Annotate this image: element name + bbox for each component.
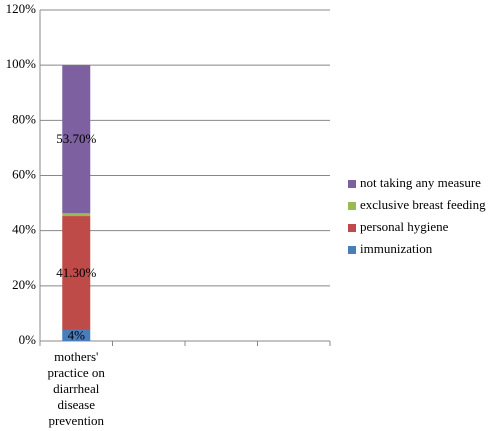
legend-swatch <box>348 180 356 188</box>
y-tick-label: 60% <box>12 166 36 181</box>
bar-segment <box>62 213 91 217</box>
legend-label: immunization <box>360 241 433 256</box>
legend-swatch <box>348 224 356 232</box>
legend-label: exclusive breast feeding <box>360 197 486 212</box>
x-tick-label: mothers' practice on diarrheal disease p… <box>47 349 105 428</box>
y-tick-label: 80% <box>12 111 36 126</box>
legend-swatch <box>348 202 356 210</box>
y-tick-label: 120% <box>6 1 37 16</box>
data-label: 4% <box>68 327 86 342</box>
data-label: 53.70% <box>56 131 96 146</box>
y-tick-label: 40% <box>12 222 36 237</box>
y-tick-label: 0% <box>19 332 37 347</box>
bar-segment <box>62 216 91 330</box>
legend-swatch <box>348 246 356 254</box>
bar-segment <box>62 65 91 214</box>
legend-label: not taking any measure <box>360 175 481 190</box>
bar-segment <box>62 329 91 341</box>
legend-label: personal hygiene <box>360 219 449 234</box>
y-tick-label: 20% <box>12 277 36 292</box>
data-label: 41.30% <box>56 265 96 280</box>
y-tick-label: 100% <box>6 56 37 71</box>
